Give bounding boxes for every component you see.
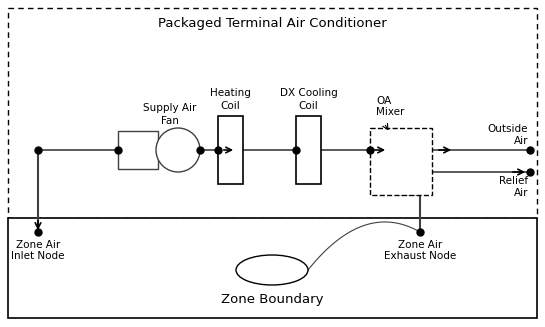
Bar	[118, 131, 158, 169]
Ellipse shape	[236, 255, 308, 285]
Text: OA: OA	[376, 96, 391, 106]
Bar	[218, 116, 243, 184]
Text: Zone Air: Zone Air	[398, 240, 442, 250]
Bar	[8, 218, 537, 318]
Text: Outside: Outside	[487, 124, 528, 134]
Text: Fan: Fan	[161, 116, 179, 126]
Text: Zone Boundary: Zone Boundary	[221, 294, 324, 306]
Text: Packaged Terminal Air Conditioner: Packaged Terminal Air Conditioner	[158, 18, 387, 30]
Text: Zone Air: Zone Air	[16, 240, 60, 250]
Text: Relief: Relief	[499, 176, 528, 186]
Text: Inlet Node: Inlet Node	[11, 251, 65, 261]
Text: DX Cooling: DX Cooling	[280, 88, 337, 98]
Bar	[8, 8, 537, 218]
Circle shape	[156, 128, 200, 172]
Text: Heating: Heating	[210, 88, 251, 98]
Text: Mixer: Mixer	[376, 107, 404, 117]
Text: Coil: Coil	[299, 101, 318, 111]
Text: Thermostat: Thermostat	[242, 265, 302, 275]
Text: Air: Air	[513, 136, 528, 146]
Text: Exhaust Node: Exhaust Node	[384, 251, 456, 261]
Text: Supply Air: Supply Air	[143, 103, 197, 113]
Text: Air: Air	[513, 188, 528, 198]
Bar	[370, 128, 432, 195]
Text: Coil: Coil	[221, 101, 240, 111]
Bar	[296, 116, 321, 184]
